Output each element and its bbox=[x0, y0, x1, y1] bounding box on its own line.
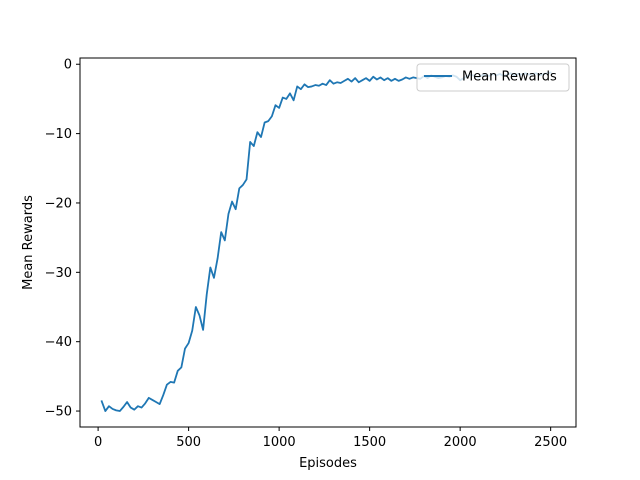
y-tick-label: −40 bbox=[45, 335, 72, 350]
legend-label-mean-rewards: Mean Rewards bbox=[462, 70, 557, 85]
x-tick-label: 1500 bbox=[353, 435, 386, 450]
x-tick-label: 0 bbox=[94, 435, 102, 450]
x-axis-label: Episodes bbox=[299, 456, 357, 471]
y-tick-label: −20 bbox=[45, 196, 72, 211]
legend-box bbox=[416, 63, 570, 92]
y-tick-label: −50 bbox=[45, 405, 72, 420]
x-tick-label: 2500 bbox=[534, 435, 567, 450]
y-tick-label: 0 bbox=[64, 58, 72, 73]
y-tick-label: −10 bbox=[45, 127, 72, 142]
x-tick-label: 500 bbox=[176, 435, 201, 450]
axes: 0 500 1000 1500 2000 2500 0 −10 −20 −30 −40 −50 bbox=[45, 57, 577, 450]
x-tick-label: 1000 bbox=[263, 435, 296, 450]
x-tick-label: 2000 bbox=[444, 435, 477, 450]
y-tick-label: −30 bbox=[45, 266, 72, 281]
axes-frame bbox=[79, 57, 577, 428]
legend: Mean Rewards bbox=[416, 63, 570, 92]
y-axis-label: Mean Rewards bbox=[21, 195, 36, 290]
